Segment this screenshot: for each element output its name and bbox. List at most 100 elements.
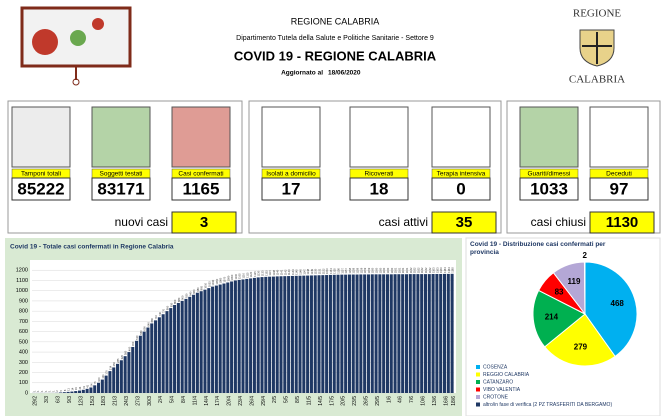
x-tick-label: 5/4 bbox=[170, 396, 176, 403]
x-tick-label: 2/5 bbox=[272, 396, 278, 403]
value-label: 1161 bbox=[405, 267, 409, 273]
value-label: 830 bbox=[169, 302, 173, 307]
value-label: 1135 bbox=[264, 270, 268, 276]
value-label: 1163 bbox=[432, 267, 436, 273]
bar bbox=[127, 352, 131, 393]
pie-chart-title: Covid 19 - Distribuzione casi confermati… bbox=[470, 241, 606, 256]
value-label: 980 bbox=[196, 287, 200, 292]
value-label: 1147 bbox=[302, 269, 306, 275]
bar bbox=[446, 273, 450, 393]
bar bbox=[146, 327, 150, 393]
value-label: 1155 bbox=[333, 268, 337, 274]
value-label: 214 bbox=[108, 365, 112, 370]
value-label: 1160 bbox=[390, 267, 394, 273]
value-label: 680 bbox=[150, 318, 154, 323]
updated-label: Aggiornato al bbox=[281, 70, 323, 77]
bar bbox=[294, 275, 298, 393]
slice-label: 119 bbox=[568, 277, 581, 286]
bar bbox=[351, 274, 355, 393]
page-title: COVID 19 - REGIONE CALABRIA bbox=[234, 48, 437, 63]
bar bbox=[332, 274, 336, 393]
bar bbox=[74, 391, 78, 393]
x-tick-label: 9/3 bbox=[67, 396, 73, 403]
stat-icon bbox=[171, 106, 231, 168]
bar bbox=[328, 274, 332, 393]
x-tick-label: 17/4 bbox=[215, 396, 221, 406]
bar bbox=[306, 275, 310, 393]
bar bbox=[408, 274, 412, 393]
slice-label: 279 bbox=[574, 343, 588, 352]
stat-icon bbox=[431, 106, 491, 168]
group-frame bbox=[248, 100, 502, 234]
value-label: 1163 bbox=[439, 267, 443, 273]
value-label: 770 bbox=[162, 308, 166, 313]
stat-value-bg bbox=[11, 177, 71, 201]
stat-value: 17 bbox=[282, 179, 301, 198]
legend-label: VIBO VALENTIA bbox=[483, 387, 521, 393]
legend-swatch bbox=[476, 402, 480, 407]
legend-swatch bbox=[476, 387, 480, 392]
value-label: 41 bbox=[86, 384, 90, 387]
value-label: 1120 bbox=[249, 271, 253, 277]
stat-value: 85222 bbox=[17, 179, 64, 198]
value-label: 560 bbox=[139, 330, 143, 335]
bar bbox=[321, 275, 325, 393]
bar bbox=[252, 277, 256, 393]
value-label: 360 bbox=[124, 350, 128, 355]
value-label: 1160 bbox=[378, 267, 382, 273]
bar bbox=[180, 300, 184, 393]
value-label: 1100 bbox=[234, 273, 238, 279]
x-tick-label: 17/5 bbox=[329, 396, 335, 406]
stat-label: Casi confermati bbox=[178, 171, 223, 178]
bar bbox=[260, 277, 264, 393]
value-label: 1162 bbox=[413, 267, 417, 273]
bar bbox=[245, 278, 249, 393]
bar bbox=[249, 278, 253, 393]
value-label: 1 bbox=[48, 390, 52, 392]
value-label: 1152 bbox=[321, 268, 325, 274]
stat-label: Ricoverati bbox=[365, 171, 394, 178]
value-label: 1153 bbox=[325, 268, 329, 274]
x-tick-label: 18/3 bbox=[101, 396, 107, 406]
bar bbox=[325, 275, 329, 393]
value-label: 510 bbox=[135, 335, 139, 340]
bar bbox=[344, 274, 348, 393]
bar bbox=[423, 274, 428, 393]
bar bbox=[199, 291, 203, 393]
legend-label: COSENZA bbox=[483, 364, 508, 370]
value-label: 1110 bbox=[241, 272, 245, 278]
x-tick-label: 18/6 bbox=[451, 396, 457, 406]
x-tick-label: 24/3 bbox=[124, 396, 130, 406]
stat-value-bg bbox=[519, 177, 579, 201]
x-tick-label: 21/3 bbox=[113, 396, 119, 406]
x-tick-label: 30/3 bbox=[147, 396, 153, 406]
value-label: 1141 bbox=[280, 269, 284, 275]
x-tick-label: 12/3 bbox=[78, 396, 84, 406]
bar bbox=[397, 274, 401, 393]
bar bbox=[58, 392, 63, 393]
value-label: 860 bbox=[173, 299, 177, 304]
summary-label: casi chiusi bbox=[531, 215, 586, 229]
value-label: 920 bbox=[184, 293, 188, 298]
bar bbox=[435, 274, 439, 393]
stat-icon bbox=[261, 106, 321, 168]
stat-label: Soggetti testati bbox=[100, 171, 143, 178]
value-label: 900 bbox=[181, 295, 185, 300]
y-tick-label: 700 bbox=[19, 319, 28, 325]
bar bbox=[135, 340, 139, 393]
bar bbox=[389, 274, 393, 393]
bar bbox=[161, 314, 165, 393]
summary-value: 3 bbox=[200, 214, 208, 231]
x-tick-label: 29/2 bbox=[33, 396, 39, 406]
y-tick-label: 900 bbox=[19, 298, 28, 304]
bar bbox=[176, 302, 180, 393]
bar bbox=[313, 275, 317, 393]
x-tick-label: 1/6 bbox=[386, 396, 392, 403]
bar bbox=[218, 284, 222, 393]
bar bbox=[420, 274, 424, 393]
value-label: 1040 bbox=[211, 279, 215, 285]
bar bbox=[370, 274, 374, 393]
stat-value: 83171 bbox=[97, 179, 144, 198]
